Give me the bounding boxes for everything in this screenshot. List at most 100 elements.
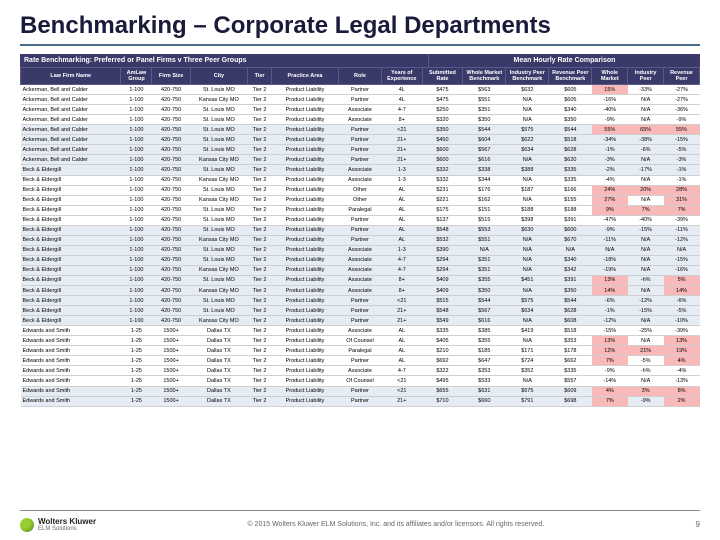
table-cell: 15% (592, 85, 628, 95)
table-cell: Product Liability (272, 346, 339, 356)
table-cell: 420-750 (152, 215, 190, 225)
table-cell: -5% (628, 356, 664, 366)
table-cell: Other (338, 185, 381, 195)
table-cell: -40% (628, 215, 664, 225)
table-cell: $388 (506, 165, 549, 175)
table-cell: $670 (549, 235, 592, 245)
table-cell: Tier 2 (248, 336, 272, 346)
table-cell: Product Liability (272, 356, 339, 366)
brand-logo: Wolters Kluwer ELM Solutions (20, 517, 96, 532)
table-cell: N/A (628, 115, 664, 125)
table-cell: $628 (549, 306, 592, 316)
table-cell: Of Counsel (338, 376, 381, 386)
table-cell: -17% (628, 165, 664, 175)
table-cell: Tier 2 (248, 155, 272, 165)
table-cell: Tier 2 (248, 225, 272, 235)
table-cell: Tier 2 (248, 205, 272, 215)
table-cell: 1500+ (152, 356, 190, 366)
table-cell: Product Liability (272, 376, 339, 386)
table-row: Beck & Eldergill1-100420-750St. Louis MO… (21, 185, 700, 195)
table-cell: Beck & Eldergill (21, 286, 121, 296)
table-cell: AL (381, 195, 422, 205)
table-cell: -9% (592, 225, 628, 235)
table-cell: St. Louis MO (190, 275, 247, 285)
table-cell: 13% (664, 336, 700, 346)
table-cell: 420-750 (152, 175, 190, 185)
table-cell: -6% (664, 296, 700, 306)
table-cell: AL (381, 185, 422, 195)
table-cell: Beck & Eldergill (21, 165, 121, 175)
table-cell: N/A (628, 316, 664, 326)
table-cell: Beck & Eldergill (21, 185, 121, 195)
table-cell: Product Liability (272, 185, 339, 195)
table-cell: 1-25 (121, 356, 152, 366)
table-cell: 1-100 (121, 115, 152, 125)
table-cell: Partner (338, 306, 381, 316)
table-cell: Dallas TX (190, 356, 247, 366)
table-cell: N/A (506, 286, 549, 296)
table-cell: -15% (664, 255, 700, 265)
table-cell: N/A (628, 195, 664, 205)
table-cell: $188 (506, 205, 549, 215)
table-cell: Dallas TX (190, 376, 247, 386)
table-cell: Beck & Eldergill (21, 215, 121, 225)
table-cell: $210 (422, 346, 463, 356)
table-cell: Partner (338, 235, 381, 245)
table-cell: 1500+ (152, 326, 190, 336)
table-cell: N/A (506, 376, 549, 386)
table-cell: -2% (592, 165, 628, 175)
table-cell: 1-25 (121, 396, 152, 406)
table-row: Beck & Eldergill1-100420-750Kansas City … (21, 235, 700, 245)
table-cell: $350 (463, 115, 506, 125)
table-cell: -27% (664, 95, 700, 105)
table-cell: -9% (628, 396, 664, 406)
table-cell: $185 (463, 346, 506, 356)
table-cell: Kansas City MO (190, 235, 247, 245)
col-header: Tier (248, 68, 272, 85)
table-cell: $724 (506, 356, 549, 366)
table-cell: 21+ (381, 155, 422, 165)
table-cell: Associate (338, 105, 381, 115)
slide-title: Benchmarking – Corporate Legal Departmen… (20, 12, 700, 46)
table-cell: $176 (463, 185, 506, 195)
table-cell: 1-100 (121, 255, 152, 265)
table-cell: Beck & Eldergill (21, 175, 121, 185)
table-cell: $350 (549, 286, 592, 296)
table-cell: -9% (592, 115, 628, 125)
table-cell: Associate (338, 175, 381, 185)
table-cell: $660 (463, 396, 506, 406)
table-cell: N/A (506, 235, 549, 245)
table-cell: Tier 2 (248, 376, 272, 386)
table-cell: -13% (664, 376, 700, 386)
benchmark-table: Law Firm NameAmLaw GroupFirm SizeCityTie… (20, 67, 700, 407)
table-cell: $557 (549, 376, 592, 386)
table-cell: Associate (338, 275, 381, 285)
table-cell: Product Liability (272, 145, 339, 155)
table-cell: 8+ (381, 115, 422, 125)
table-cell: $221 (422, 195, 463, 205)
table-cell: $553 (463, 225, 506, 235)
table-cell: $675 (506, 386, 549, 396)
table-cell: $631 (463, 386, 506, 396)
table-cell: -36% (664, 105, 700, 115)
table-cell: Partner (338, 145, 381, 155)
table-row: Ackerman, Bell and Calder1-100420-750Kan… (21, 95, 700, 105)
table-cell: 21+ (381, 316, 422, 326)
table-cell: 12% (592, 346, 628, 356)
table-cell: Ackerman, Bell and Calder (21, 155, 121, 165)
table-cell: $250 (422, 105, 463, 115)
table-cell: -1% (664, 165, 700, 175)
table-cell: Product Liability (272, 95, 339, 105)
table-cell: Edwards and Smith (21, 326, 121, 336)
table-cell: N/A (506, 255, 549, 265)
table-cell: Dallas TX (190, 386, 247, 396)
table-cell: Tier 2 (248, 265, 272, 275)
table-cell: -16% (664, 265, 700, 275)
table-cell: $335 (549, 165, 592, 175)
table-cell: $692 (422, 356, 463, 366)
table-cell: N/A (506, 316, 549, 326)
table-cell: Partner (338, 95, 381, 105)
table-cell: 3% (628, 386, 664, 396)
table-row: Beck & Eldergill1-100420-750Kansas City … (21, 316, 700, 326)
table-cell: 1-100 (121, 275, 152, 285)
